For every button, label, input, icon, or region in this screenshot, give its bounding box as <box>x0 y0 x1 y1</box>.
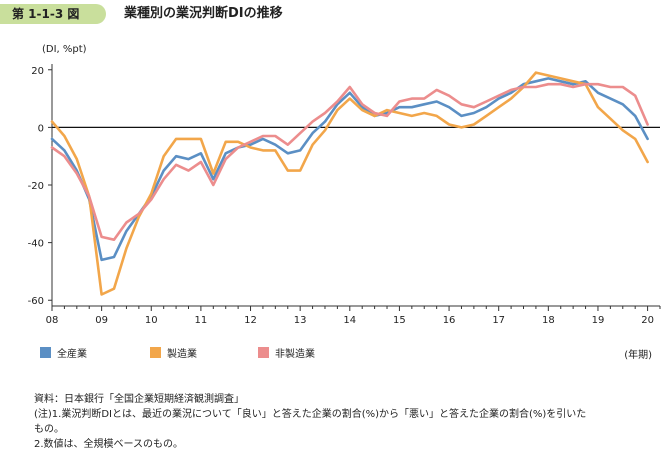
y-tick-label: -20 <box>28 181 44 192</box>
y-tick-label: 0 <box>38 123 44 134</box>
legend-swatch-manufacturing <box>150 347 161 358</box>
legend-item-manufacturing: 製造業 <box>150 345 197 360</box>
x-tick-label: 09 <box>95 315 108 326</box>
legend-label-all: 全産業 <box>57 349 87 360</box>
chart-series-lines <box>50 71 649 296</box>
figure-notes: 資料：日本銀行「全国企業短期経済観測調査」 (注)1.業況判断DIとは、最近の業… <box>34 392 654 452</box>
x-tick-label: 20 <box>641 315 654 326</box>
legend-label-manufacturing: 製造業 <box>167 349 197 360</box>
figure-header: 第 1-1-3 図 業種別の業況判断DIの推移 <box>0 0 664 28</box>
source-note: 資料：日本銀行「全国企業短期経済観測調査」 <box>34 394 244 405</box>
series-line-manufacturing <box>50 71 649 296</box>
note-1-line-1: (注)1.業況判断DIとは、最近の業況について「良い」と答えた企業の割合(%)か… <box>34 409 587 420</box>
x-tick-label: 10 <box>145 315 158 326</box>
series-line-all <box>50 77 649 262</box>
x-tick-label: 17 <box>492 315 505 326</box>
figure-number-badge: 第 1-1-3 図 <box>0 4 106 24</box>
legend-label-non-manufacturing: 非製造業 <box>275 349 315 360</box>
x-tick-label: 13 <box>294 315 307 326</box>
x-tick-label: 15 <box>393 315 406 326</box>
figure-title: 業種別の業況判断DIの推移 <box>124 6 283 21</box>
note-1-line-2: もの。 <box>34 424 64 435</box>
legend-swatch-non-manufacturing <box>258 347 269 358</box>
legend-swatch-all <box>40 347 51 358</box>
x-tick-label: 16 <box>443 315 456 326</box>
legend-item-all: 全産業 <box>40 345 87 360</box>
series-line-non-manufacturing <box>50 82 649 241</box>
chart-legend: 全産業 製造業 非製造業 <box>40 345 664 361</box>
x-tick-label: 08 <box>46 315 59 326</box>
x-tick-label: 12 <box>244 315 257 326</box>
y-tick-label: -40 <box>28 239 44 250</box>
x-tick-label: 14 <box>343 315 356 326</box>
x-tick-label: 19 <box>592 315 605 326</box>
y-tick-label: -60 <box>28 296 44 307</box>
note-2: 2.数値は、全規模ベースのもの。 <box>34 439 184 450</box>
legend-item-non-manufacturing: 非製造業 <box>258 345 315 360</box>
x-tick-label: 11 <box>195 315 208 326</box>
x-tick-label: 18 <box>542 315 555 326</box>
y-tick-label: 20 <box>31 66 44 77</box>
y-axis-label: (DI, %pt) <box>42 44 87 55</box>
x-axis-unit-label: (年期) <box>624 350 652 361</box>
